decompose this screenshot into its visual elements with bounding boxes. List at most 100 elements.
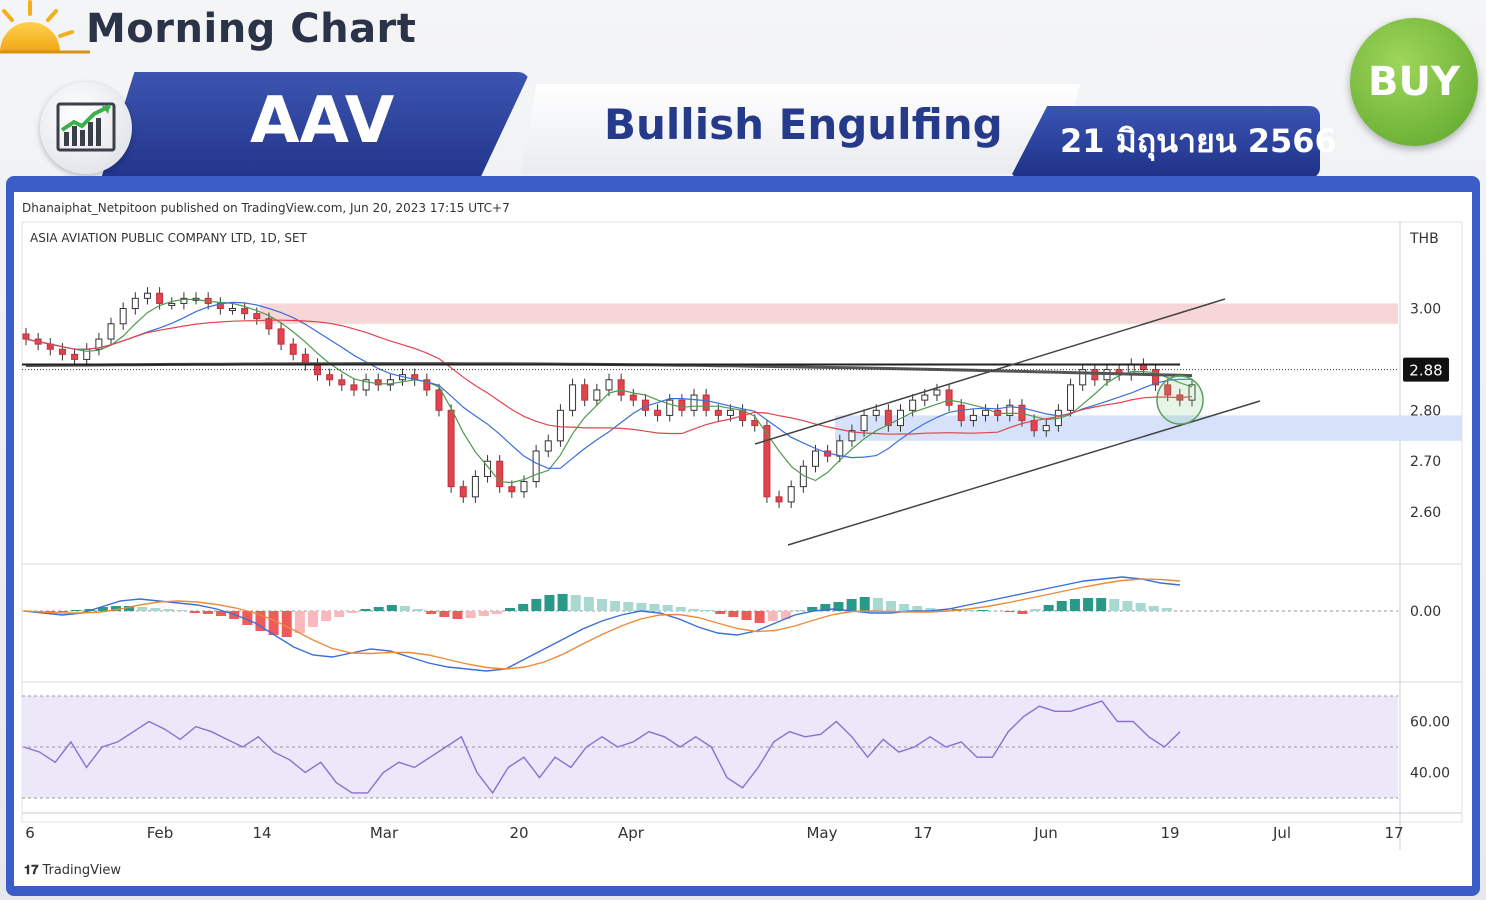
time-tick-label: 20 bbox=[509, 824, 528, 842]
candle bbox=[787, 486, 795, 503]
macd-bar bbox=[58, 611, 69, 612]
channel-lower-line bbox=[787, 400, 1261, 546]
pattern-title: Bullish Engulfing bbox=[604, 100, 1003, 149]
macd-bar bbox=[202, 611, 213, 614]
candle bbox=[921, 394, 929, 401]
macd-bar bbox=[728, 611, 739, 617]
macd-bar bbox=[110, 606, 121, 611]
candle bbox=[1042, 425, 1050, 432]
macd-bar bbox=[308, 611, 318, 627]
candle bbox=[447, 409, 455, 488]
macd-bar bbox=[872, 598, 883, 611]
macd-bar bbox=[465, 611, 476, 618]
macd-bar bbox=[597, 599, 607, 611]
candle bbox=[508, 486, 516, 493]
candle bbox=[982, 409, 990, 416]
macd-bar bbox=[899, 604, 910, 611]
macd-bar bbox=[294, 611, 305, 633]
macd-bar bbox=[715, 611, 726, 614]
rsi-line bbox=[23, 700, 1181, 795]
macd-bar bbox=[702, 610, 713, 611]
candle bbox=[180, 297, 188, 304]
macd-bar bbox=[334, 611, 345, 617]
candle bbox=[654, 409, 662, 416]
date-banner bbox=[1010, 106, 1320, 178]
candle bbox=[811, 450, 819, 467]
macd-bar bbox=[439, 611, 450, 617]
candle bbox=[362, 379, 370, 391]
macd-bar bbox=[662, 605, 673, 611]
macd-bar bbox=[268, 611, 279, 635]
macd-bar bbox=[531, 599, 542, 611]
macd-bar bbox=[912, 606, 923, 611]
candle bbox=[156, 292, 164, 304]
macd-bar bbox=[623, 602, 634, 611]
candle bbox=[569, 384, 577, 411]
macd-bar bbox=[583, 597, 594, 611]
candle bbox=[119, 308, 127, 325]
candle bbox=[763, 425, 771, 498]
candle bbox=[423, 379, 431, 391]
time-tick-label: Jul bbox=[1272, 824, 1291, 842]
rsi-tick-label: 40.00 bbox=[1410, 766, 1450, 782]
macd-bar bbox=[1161, 608, 1172, 611]
macd-bar bbox=[1069, 599, 1080, 611]
sunrise-logo-icon bbox=[0, 0, 90, 54]
rsi-tick-label: 60.00 bbox=[1410, 715, 1450, 731]
candle bbox=[326, 374, 334, 381]
candle bbox=[884, 409, 892, 427]
macd-bar bbox=[833, 602, 844, 611]
macd-bar bbox=[505, 608, 516, 611]
macd-bar bbox=[544, 595, 555, 611]
time-tick-label: 14 bbox=[252, 824, 271, 842]
macd-bar bbox=[977, 610, 988, 611]
macd-bar bbox=[741, 611, 752, 620]
macd-bar bbox=[281, 611, 292, 637]
macd-bar bbox=[820, 604, 831, 611]
time-tick-label: Jun bbox=[1033, 824, 1057, 842]
ma-slow-line bbox=[25, 319, 1193, 435]
last-price-label: 2.88 bbox=[1409, 362, 1442, 380]
candle bbox=[386, 379, 394, 386]
macd-bar bbox=[1017, 611, 1028, 614]
candle bbox=[435, 389, 443, 411]
candle bbox=[459, 486, 467, 498]
candle bbox=[957, 404, 965, 421]
macd-bar bbox=[636, 603, 647, 611]
resistance-zone bbox=[260, 303, 1398, 324]
candle bbox=[1188, 384, 1196, 401]
macd-bar bbox=[426, 611, 437, 614]
macd-bar bbox=[518, 604, 529, 611]
macd-bar bbox=[386, 605, 397, 611]
candle bbox=[228, 308, 236, 312]
price-tick-label: 2.60 bbox=[1410, 505, 1441, 521]
support-zone bbox=[835, 415, 1462, 441]
candle bbox=[532, 450, 540, 483]
macd-bar bbox=[478, 611, 489, 616]
time-tick-label: 17 bbox=[913, 824, 932, 842]
macd-bar bbox=[1096, 598, 1107, 611]
macd-bar bbox=[780, 611, 791, 619]
candle bbox=[95, 338, 103, 350]
macd-bar bbox=[176, 610, 187, 611]
candle bbox=[666, 399, 674, 416]
candle bbox=[1006, 404, 1014, 416]
macd-bar bbox=[347, 611, 358, 613]
macd-bar bbox=[150, 608, 161, 611]
tradingview-brand: TradingView bbox=[42, 863, 122, 878]
time-tick-label: Feb bbox=[147, 824, 174, 842]
buy-label: BUY bbox=[1368, 59, 1460, 105]
candle bbox=[678, 399, 686, 411]
time-tick-label: Mar bbox=[370, 824, 399, 842]
candle bbox=[374, 379, 382, 386]
engulfing-highlight bbox=[1156, 375, 1204, 425]
price-tick-label: 2.80 bbox=[1410, 403, 1441, 419]
pattern-banner bbox=[520, 84, 1080, 174]
candle bbox=[265, 318, 273, 330]
candle bbox=[350, 384, 358, 391]
candle bbox=[1030, 419, 1038, 432]
candle bbox=[544, 440, 552, 452]
candle bbox=[289, 343, 297, 355]
macd-bar bbox=[964, 610, 975, 611]
tradingview-logo-icon: 𝟏𝟕 bbox=[24, 863, 39, 878]
